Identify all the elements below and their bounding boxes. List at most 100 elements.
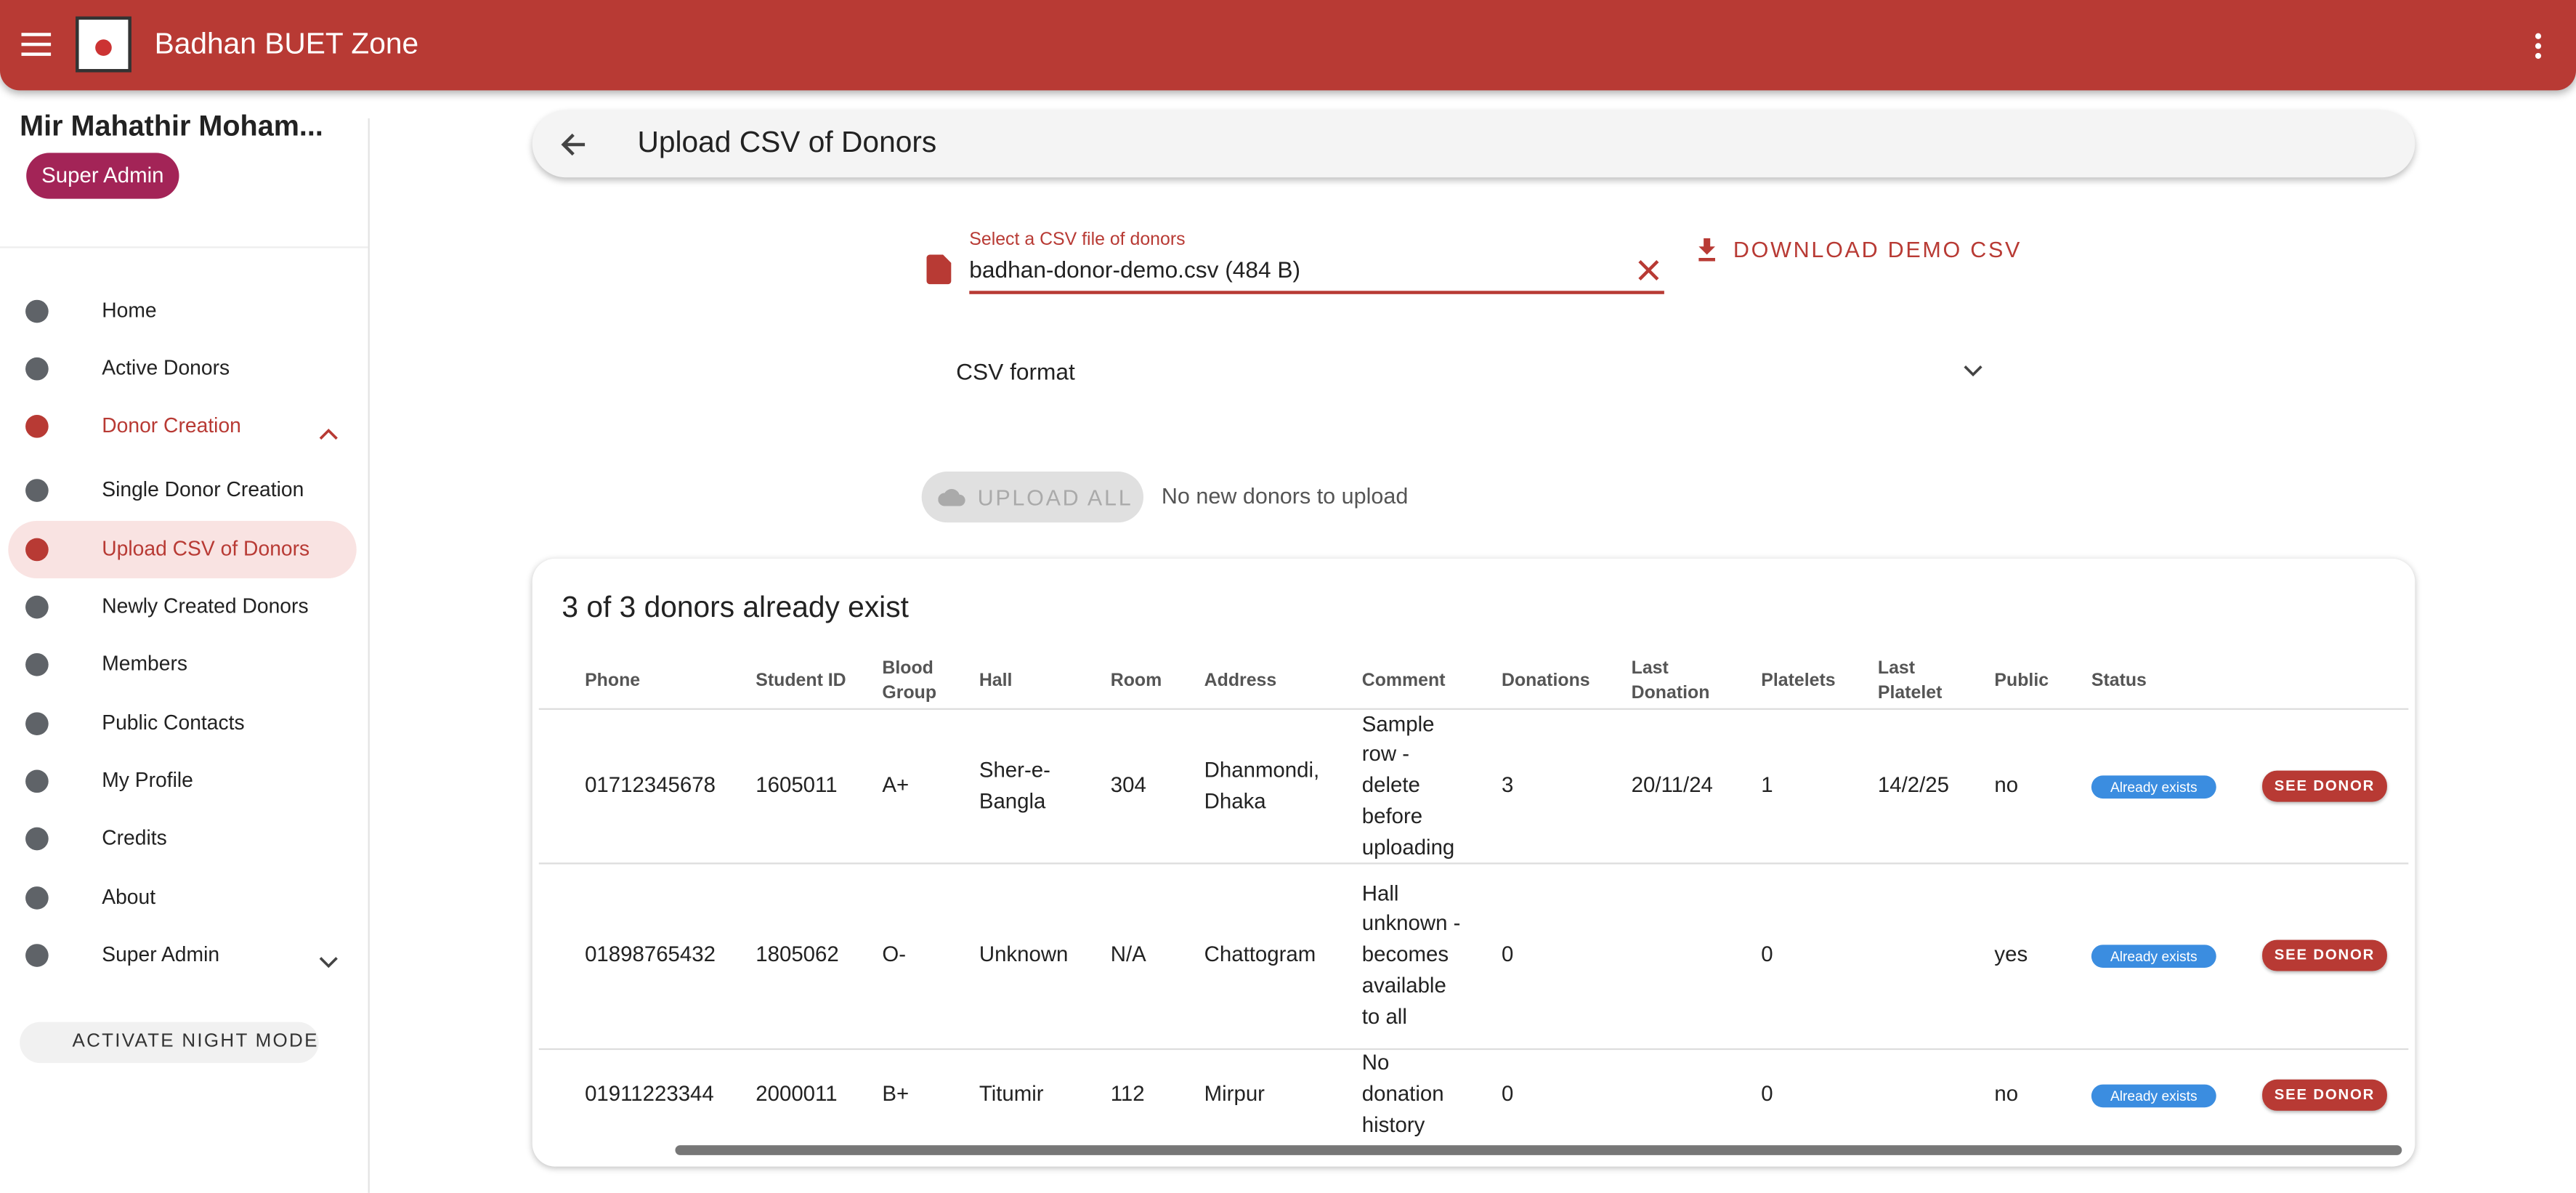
see-donor-button[interactable]: SEE DONOR	[2262, 1079, 2387, 1111]
see-donor-button[interactable]: SEE DONOR	[2262, 770, 2387, 802]
table-cell: SEE DONOR	[2262, 1048, 2410, 1142]
table-cell: 01898765432	[585, 942, 716, 967]
expand-icon[interactable]	[1963, 365, 1982, 378]
nav-item[interactable]: Super Admin	[102, 943, 220, 966]
table-cell: 01712345678	[585, 772, 716, 798]
nav-item[interactable]: Credits	[102, 826, 167, 850]
nav-icon	[21, 533, 52, 565]
csv-format[interactable]: CSV format	[956, 358, 1075, 385]
nav-icon	[21, 881, 52, 913]
app-bar: Badhan BUET Zone	[0, 0, 2576, 91]
nav-icon	[21, 765, 52, 796]
table-cell: O-	[882, 942, 907, 967]
table-cell: Titumir	[979, 1081, 1044, 1107]
nav-icon	[21, 474, 52, 505]
table-cell: 01911223344	[585, 1081, 714, 1107]
nav-item[interactable]: Upload CSV of Donors	[102, 537, 310, 561]
table-cell: 0	[1761, 1081, 1773, 1107]
table-cell: Sample row - delete before uploading	[1361, 711, 1455, 859]
column-header: Phone	[585, 671, 641, 691]
table-cell: 3	[1501, 772, 1514, 798]
nav-item[interactable]: About	[102, 885, 156, 909]
upload-button-label: UPLOAD ALL	[977, 485, 1133, 510]
table-cell: 0	[1501, 1081, 1514, 1107]
upload-message: No new donors to upload	[1161, 484, 1409, 509]
table-cell: Unknown	[979, 942, 1069, 967]
table-cell: Chattogram	[1204, 942, 1316, 967]
nav-item[interactable]: My Profile	[102, 769, 193, 793]
table-cell: no	[1994, 772, 2019, 798]
table-cell: 1605011	[756, 772, 838, 798]
nav-item[interactable]: Active Donors	[102, 356, 230, 380]
table-cell: yes	[1994, 942, 2028, 967]
upload-icon	[938, 489, 965, 506]
column-header: Hall	[979, 671, 1013, 691]
download-icon	[1698, 238, 1715, 262]
table-cell: SEE DONOR	[2262, 710, 2410, 862]
role-chip: Super Admin	[26, 153, 179, 199]
column-header: Last Platelet	[1877, 658, 1943, 703]
clear-icon[interactable]	[1638, 259, 1659, 281]
table-cell: 1	[1761, 772, 1773, 798]
row-line	[538, 1048, 2409, 1051]
column-header: Comment	[1361, 671, 1446, 691]
table-cell: Dhanmondi, Dhaka	[1204, 757, 1320, 813]
divider	[0, 246, 368, 248]
nav-icon	[21, 822, 52, 854]
logo	[76, 16, 131, 73]
table-cell: Already exists	[2091, 862, 2240, 1048]
table-cell: 20/11/24	[1631, 772, 1713, 798]
status-chip: Already exists	[2091, 1083, 2216, 1107]
nav-icon	[21, 648, 52, 679]
column-header: Student ID	[756, 671, 846, 691]
download-button[interactable]: DOWNLOAD DEMO CSV	[1733, 237, 2022, 262]
column-header: Room	[1110, 671, 1162, 691]
sidebar-border	[368, 118, 370, 1193]
menu-icon[interactable]	[21, 31, 54, 57]
nav-item[interactable]: Single Donor Creation	[102, 478, 304, 501]
table-cell: 0	[1501, 942, 1514, 967]
toolbar: Upload CSV of Donors	[532, 110, 2415, 178]
nav-item[interactable]: Members	[102, 652, 188, 676]
table-cell: Mirpur	[1204, 1081, 1265, 1107]
column-header: Public	[1994, 671, 2049, 691]
table-cell: no	[1994, 1081, 2019, 1107]
night-mode-button[interactable]: ACTIVATE NIGHT MODE	[20, 1022, 319, 1064]
nav-chevron[interactable]	[319, 419, 339, 449]
nav-icon	[21, 295, 52, 326]
app-title: Badhan BUET Zone	[154, 27, 419, 60]
table-cell: A+	[882, 772, 910, 798]
scrollbar-thumb[interactable]	[675, 1145, 2402, 1155]
table-cell: 14/2/25	[1877, 772, 1949, 798]
file-label: Select a CSV file of donors	[969, 230, 1186, 250]
header-line	[538, 708, 2409, 710]
nav-item[interactable]: Public Contacts	[102, 711, 245, 735]
more-icon[interactable]	[2533, 31, 2543, 61]
table-cell: 0	[1761, 942, 1773, 967]
column-header: Address	[1204, 671, 1277, 691]
table-cell: Sher-e-Bangla	[979, 757, 1050, 813]
see-donor-button[interactable]: SEE DONOR	[2262, 939, 2387, 971]
table-cell: Already exists	[2091, 1048, 2240, 1142]
nav-item[interactable]: Donor Creation	[102, 413, 241, 437]
upload-button[interactable]: UPLOAD ALL	[921, 472, 1143, 523]
nav-icon	[21, 939, 52, 970]
table-cell: 304	[1110, 772, 1146, 798]
toolbar-title: Upload CSV of Donors	[637, 126, 937, 159]
table-cell: Already exists	[2091, 710, 2240, 862]
nav-icon	[21, 352, 52, 384]
table-cell: Hall unknown - becomes available to all	[1361, 880, 1461, 1028]
table-cell: SEE DONOR	[2262, 862, 2410, 1048]
nav-icon	[21, 591, 52, 622]
table-cell: 112	[1110, 1081, 1145, 1107]
nav-item[interactable]: Newly Created Donors	[102, 594, 309, 618]
back-icon[interactable]	[560, 132, 586, 158]
nav-chevron[interactable]	[319, 948, 339, 978]
file-value[interactable]: badhan-donor-demo.csv (484 B)	[969, 256, 1301, 283]
column-header: Platelets	[1761, 671, 1836, 691]
nav-item[interactable]: Home	[102, 299, 157, 323]
table-title: 3 of 3 donors already exist	[562, 591, 909, 624]
status-chip: Already exists	[2091, 944, 2216, 967]
table-cell: N/A	[1110, 942, 1146, 967]
